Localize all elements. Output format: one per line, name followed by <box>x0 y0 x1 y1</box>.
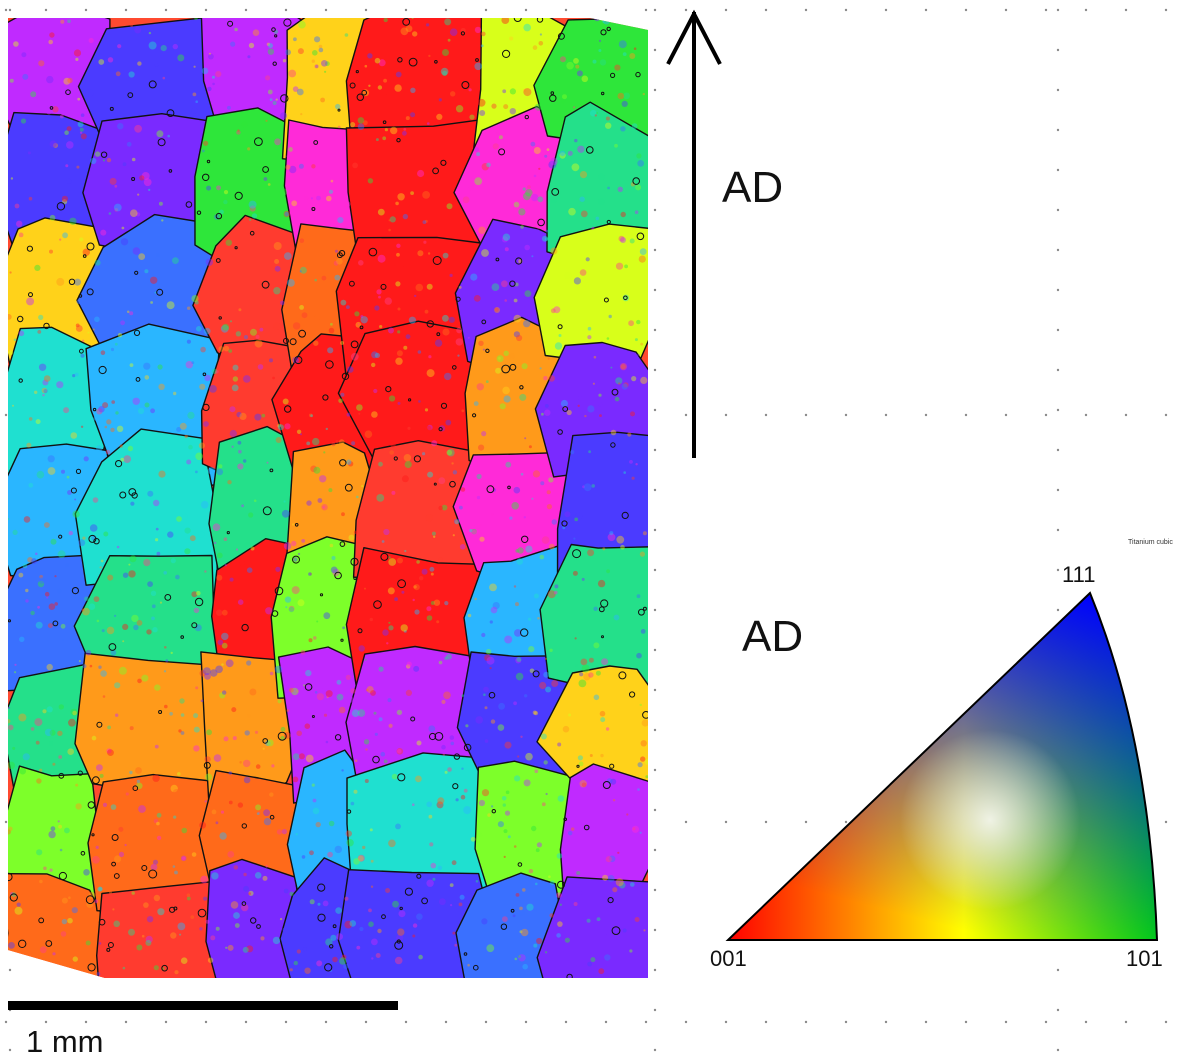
ipf-corner-label-101: 101 <box>1126 946 1163 972</box>
ipf-corner-label-111: 111 <box>1062 562 1095 588</box>
material-label: Titanium cubic <box>1128 539 1173 546</box>
ipf-corner-label-001: 001 <box>710 946 747 972</box>
